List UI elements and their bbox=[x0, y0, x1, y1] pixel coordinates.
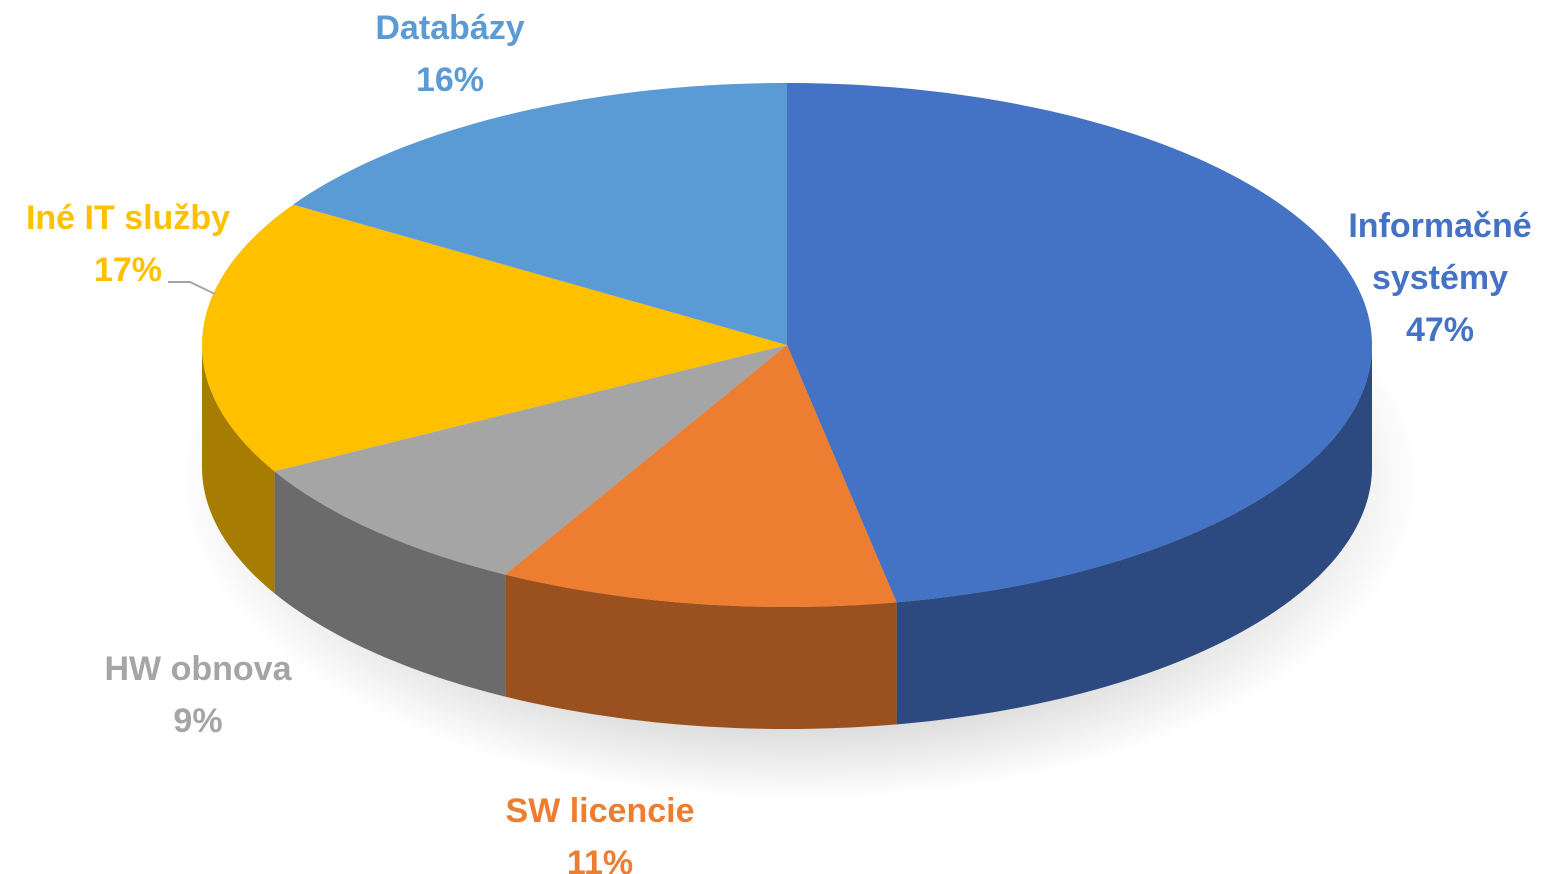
pie-slice-side bbox=[274, 471, 506, 697]
value-label: 16% bbox=[415, 61, 485, 99]
pie-slice bbox=[505, 345, 897, 607]
pie-slice-side bbox=[505, 574, 897, 729]
pie-slice bbox=[787, 83, 1372, 603]
side-shade bbox=[505, 574, 897, 729]
pie-slice-side bbox=[896, 345, 1372, 725]
data-label: Iné IT služby 17% bbox=[0, 192, 258, 296]
category-label: Iné IT služby bbox=[25, 199, 231, 237]
value-label: 11% bbox=[566, 844, 634, 874]
data-label: SW licencie 11% bbox=[470, 785, 730, 874]
pie-slice-side bbox=[202, 345, 275, 594]
pie-slice bbox=[293, 83, 787, 345]
category-label: Informačné systémy bbox=[1348, 207, 1532, 297]
category-label: SW licencie bbox=[505, 792, 695, 830]
category-label: HW obnova bbox=[104, 650, 292, 688]
side-shade bbox=[202, 345, 275, 594]
pie-slice bbox=[274, 345, 787, 575]
data-label: HW obnova 9% bbox=[68, 643, 328, 747]
side-shade bbox=[274, 471, 506, 697]
value-label: 47% bbox=[1405, 311, 1475, 349]
data-label: Informačné systémy 47% bbox=[1325, 200, 1555, 356]
side-shade bbox=[896, 345, 1372, 725]
category-label: Databázy bbox=[375, 9, 525, 47]
leader-line bbox=[168, 281, 216, 295]
value-label: 9% bbox=[173, 702, 223, 740]
value-label: 17% bbox=[93, 251, 163, 289]
data-label: Databázy 16% bbox=[320, 2, 580, 106]
pie-slice bbox=[202, 204, 788, 472]
